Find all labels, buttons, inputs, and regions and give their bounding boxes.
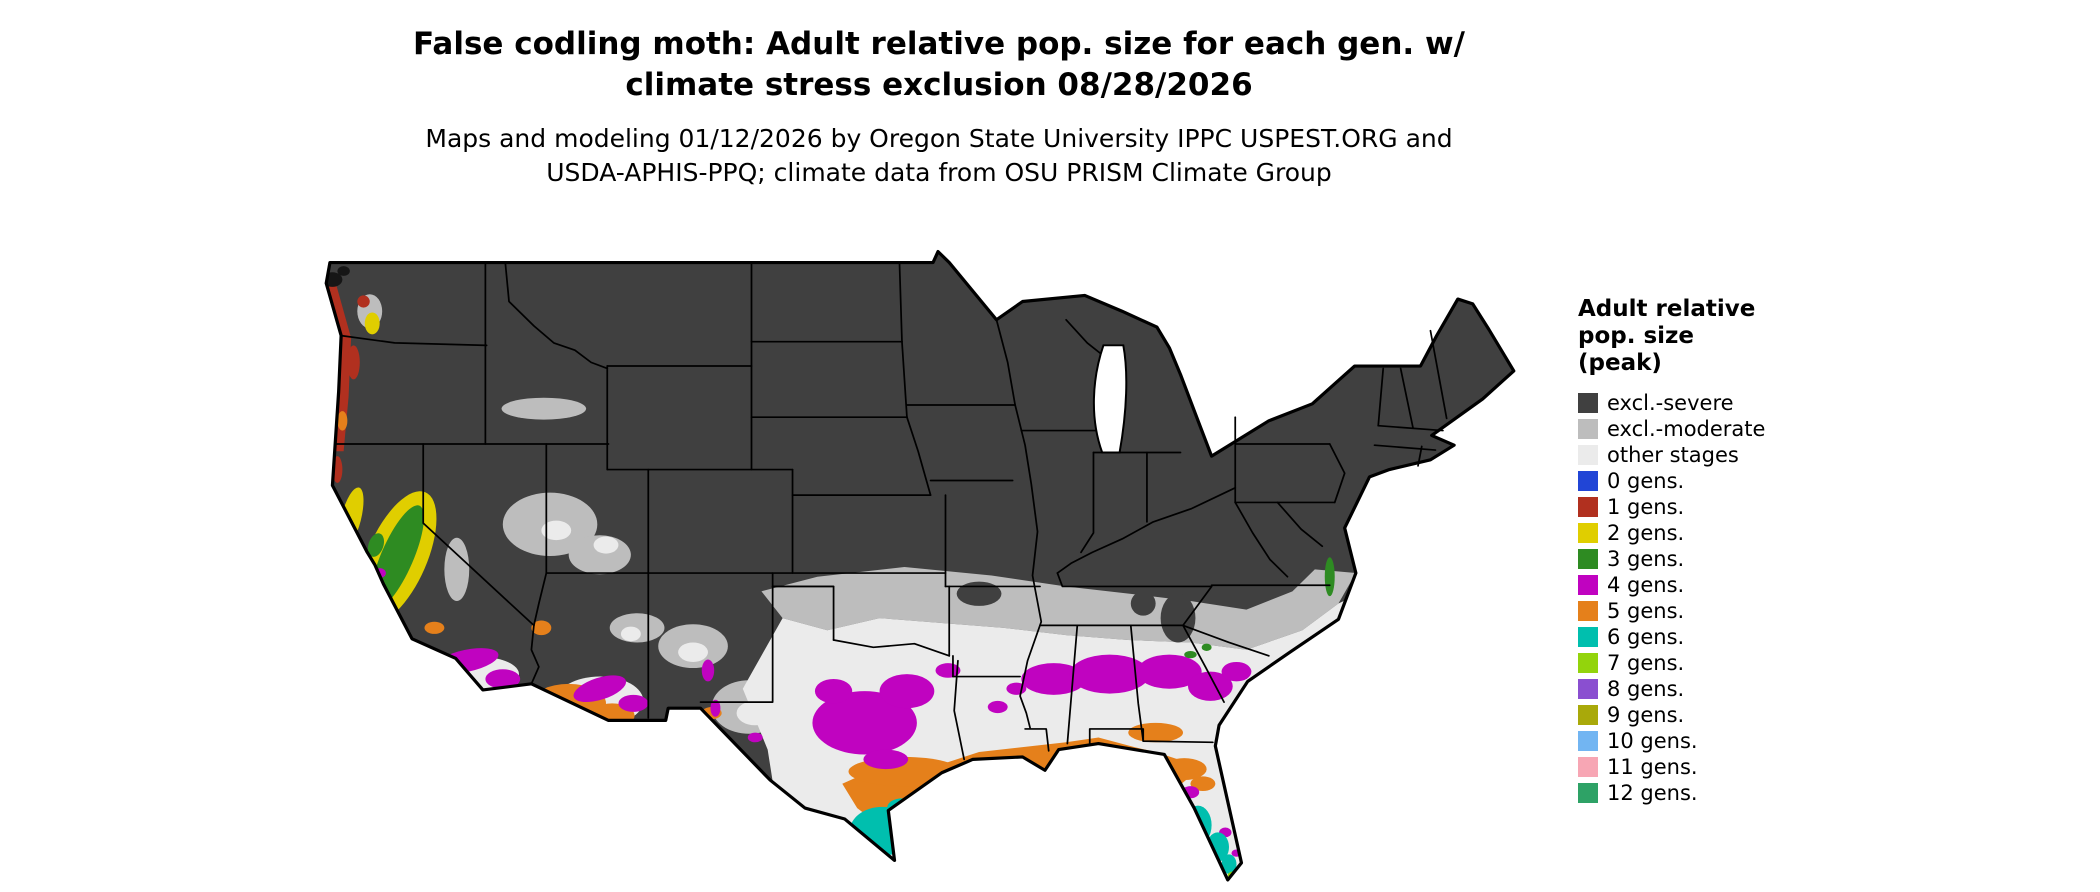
region-4-gens	[373, 568, 1252, 857]
map-title-line1: False codling moth: Adult relative pop. …	[413, 26, 1465, 62]
legend-item-0-gens: 0 gens.	[1578, 468, 1878, 494]
legend-label: 6 gens.	[1607, 625, 1685, 650]
legend-swatch-other-stages	[1578, 445, 1598, 466]
legend-label: 5 gens.	[1607, 599, 1685, 624]
legend-swatch-10-gens	[1578, 731, 1598, 752]
us-map-svg	[324, 249, 1516, 882]
legend-item-8-gens: 8 gens.	[1578, 676, 1878, 702]
state-borders	[334, 261, 1448, 761]
legend-label: 4 gens.	[1607, 573, 1685, 598]
legend-label: 3 gens.	[1607, 547, 1685, 572]
legend-item-12-gens: 12 gens.	[1578, 780, 1878, 806]
legend-label: excl.-severe	[1607, 391, 1734, 416]
legend-swatch-8-gens	[1578, 679, 1598, 700]
map-subtitle: Maps and modeling 01/12/2026 by Oregon S…	[0, 122, 1878, 190]
legend-item-6-gens: 6 gens.	[1578, 624, 1878, 650]
legend: Adult relative pop. size (peak) excl.-se…	[1578, 296, 1878, 806]
legend-label: 9 gens.	[1607, 703, 1685, 728]
legend-swatch-excl-severe	[1578, 393, 1598, 414]
legend-label: excl.-moderate	[1607, 417, 1766, 442]
page-header: False codling moth: Adult relative pop. …	[0, 24, 1878, 189]
legend-label: 12 gens.	[1607, 781, 1698, 806]
map-title-line2: climate stress exclusion 08/28/2026	[625, 66, 1253, 103]
legend-label: 2 gens.	[1607, 521, 1685, 546]
region-excl-severe-tongues	[956, 581, 1196, 643]
region-12-gens	[1237, 870, 1244, 876]
legend-swatch-excl-moderate	[1578, 419, 1598, 440]
legend-swatch-4-gens	[1578, 575, 1598, 596]
legend-item-7-gens: 7 gens.	[1578, 650, 1878, 676]
legend-item-2-gens: 2 gens.	[1578, 520, 1878, 546]
legend-label: 7 gens.	[1607, 651, 1685, 676]
legend-swatch-1-gens	[1578, 497, 1598, 518]
legend-label: 8 gens.	[1607, 677, 1685, 702]
legend-item-1-gens: 1 gens.	[1578, 494, 1878, 520]
region-6-gens	[849, 798, 1237, 874]
legend-title: Adult relative pop. size (peak)	[1578, 296, 1878, 377]
lake-michigan	[1092, 344, 1128, 454]
legend-items: excl.-severe excl.-moderate other stages…	[1578, 390, 1878, 806]
legend-label: other stages	[1607, 443, 1739, 468]
region-3-gens-east	[1184, 557, 1335, 659]
legend-item-4-gens: 4 gens.	[1578, 572, 1878, 598]
legend-label: 10 gens.	[1607, 729, 1698, 754]
legend-title-line3: (peak)	[1578, 350, 1662, 377]
legend-item-excl-severe: excl.-severe	[1578, 390, 1878, 416]
legend-swatch-6-gens	[1578, 627, 1598, 648]
legend-item-5-gens: 5 gens.	[1578, 598, 1878, 624]
legend-item-9-gens: 9 gens.	[1578, 702, 1878, 728]
legend-item-other-stages: other stages	[1578, 442, 1878, 468]
legend-swatch-9-gens	[1578, 705, 1598, 726]
legend-item-11-gens: 11 gens.	[1578, 754, 1878, 780]
legend-item-10-gens: 10 gens.	[1578, 728, 1878, 754]
legend-label: 11 gens.	[1607, 755, 1698, 780]
legend-swatch-2-gens	[1578, 523, 1598, 544]
map-subtitle-line2: USDA-APHIS-PPQ; climate data from OSU PR…	[546, 157, 1332, 187]
map-subtitle-line1: Maps and modeling 01/12/2026 by Oregon S…	[425, 123, 1453, 153]
legend-swatch-0-gens	[1578, 471, 1598, 492]
legend-item-excl-moderate: excl.-moderate	[1578, 416, 1878, 442]
legend-label: 1 gens.	[1607, 495, 1685, 520]
legend-title-line2: pop. size	[1578, 323, 1695, 350]
legend-swatch-11-gens	[1578, 757, 1598, 778]
legend-title-line1: Adult relative	[1578, 296, 1756, 322]
legend-item-3-gens: 3 gens.	[1578, 546, 1878, 572]
legend-label: 0 gens.	[1607, 469, 1685, 494]
map-title: False codling moth: Adult relative pop. …	[0, 24, 1878, 106]
us-outline	[324, 249, 1516, 882]
legend-swatch-7-gens	[1578, 653, 1598, 674]
legend-swatch-5-gens	[1578, 601, 1598, 622]
legend-swatch-12-gens	[1578, 783, 1598, 804]
us-generations-map	[320, 226, 1520, 886]
legend-swatch-3-gens	[1578, 549, 1598, 570]
